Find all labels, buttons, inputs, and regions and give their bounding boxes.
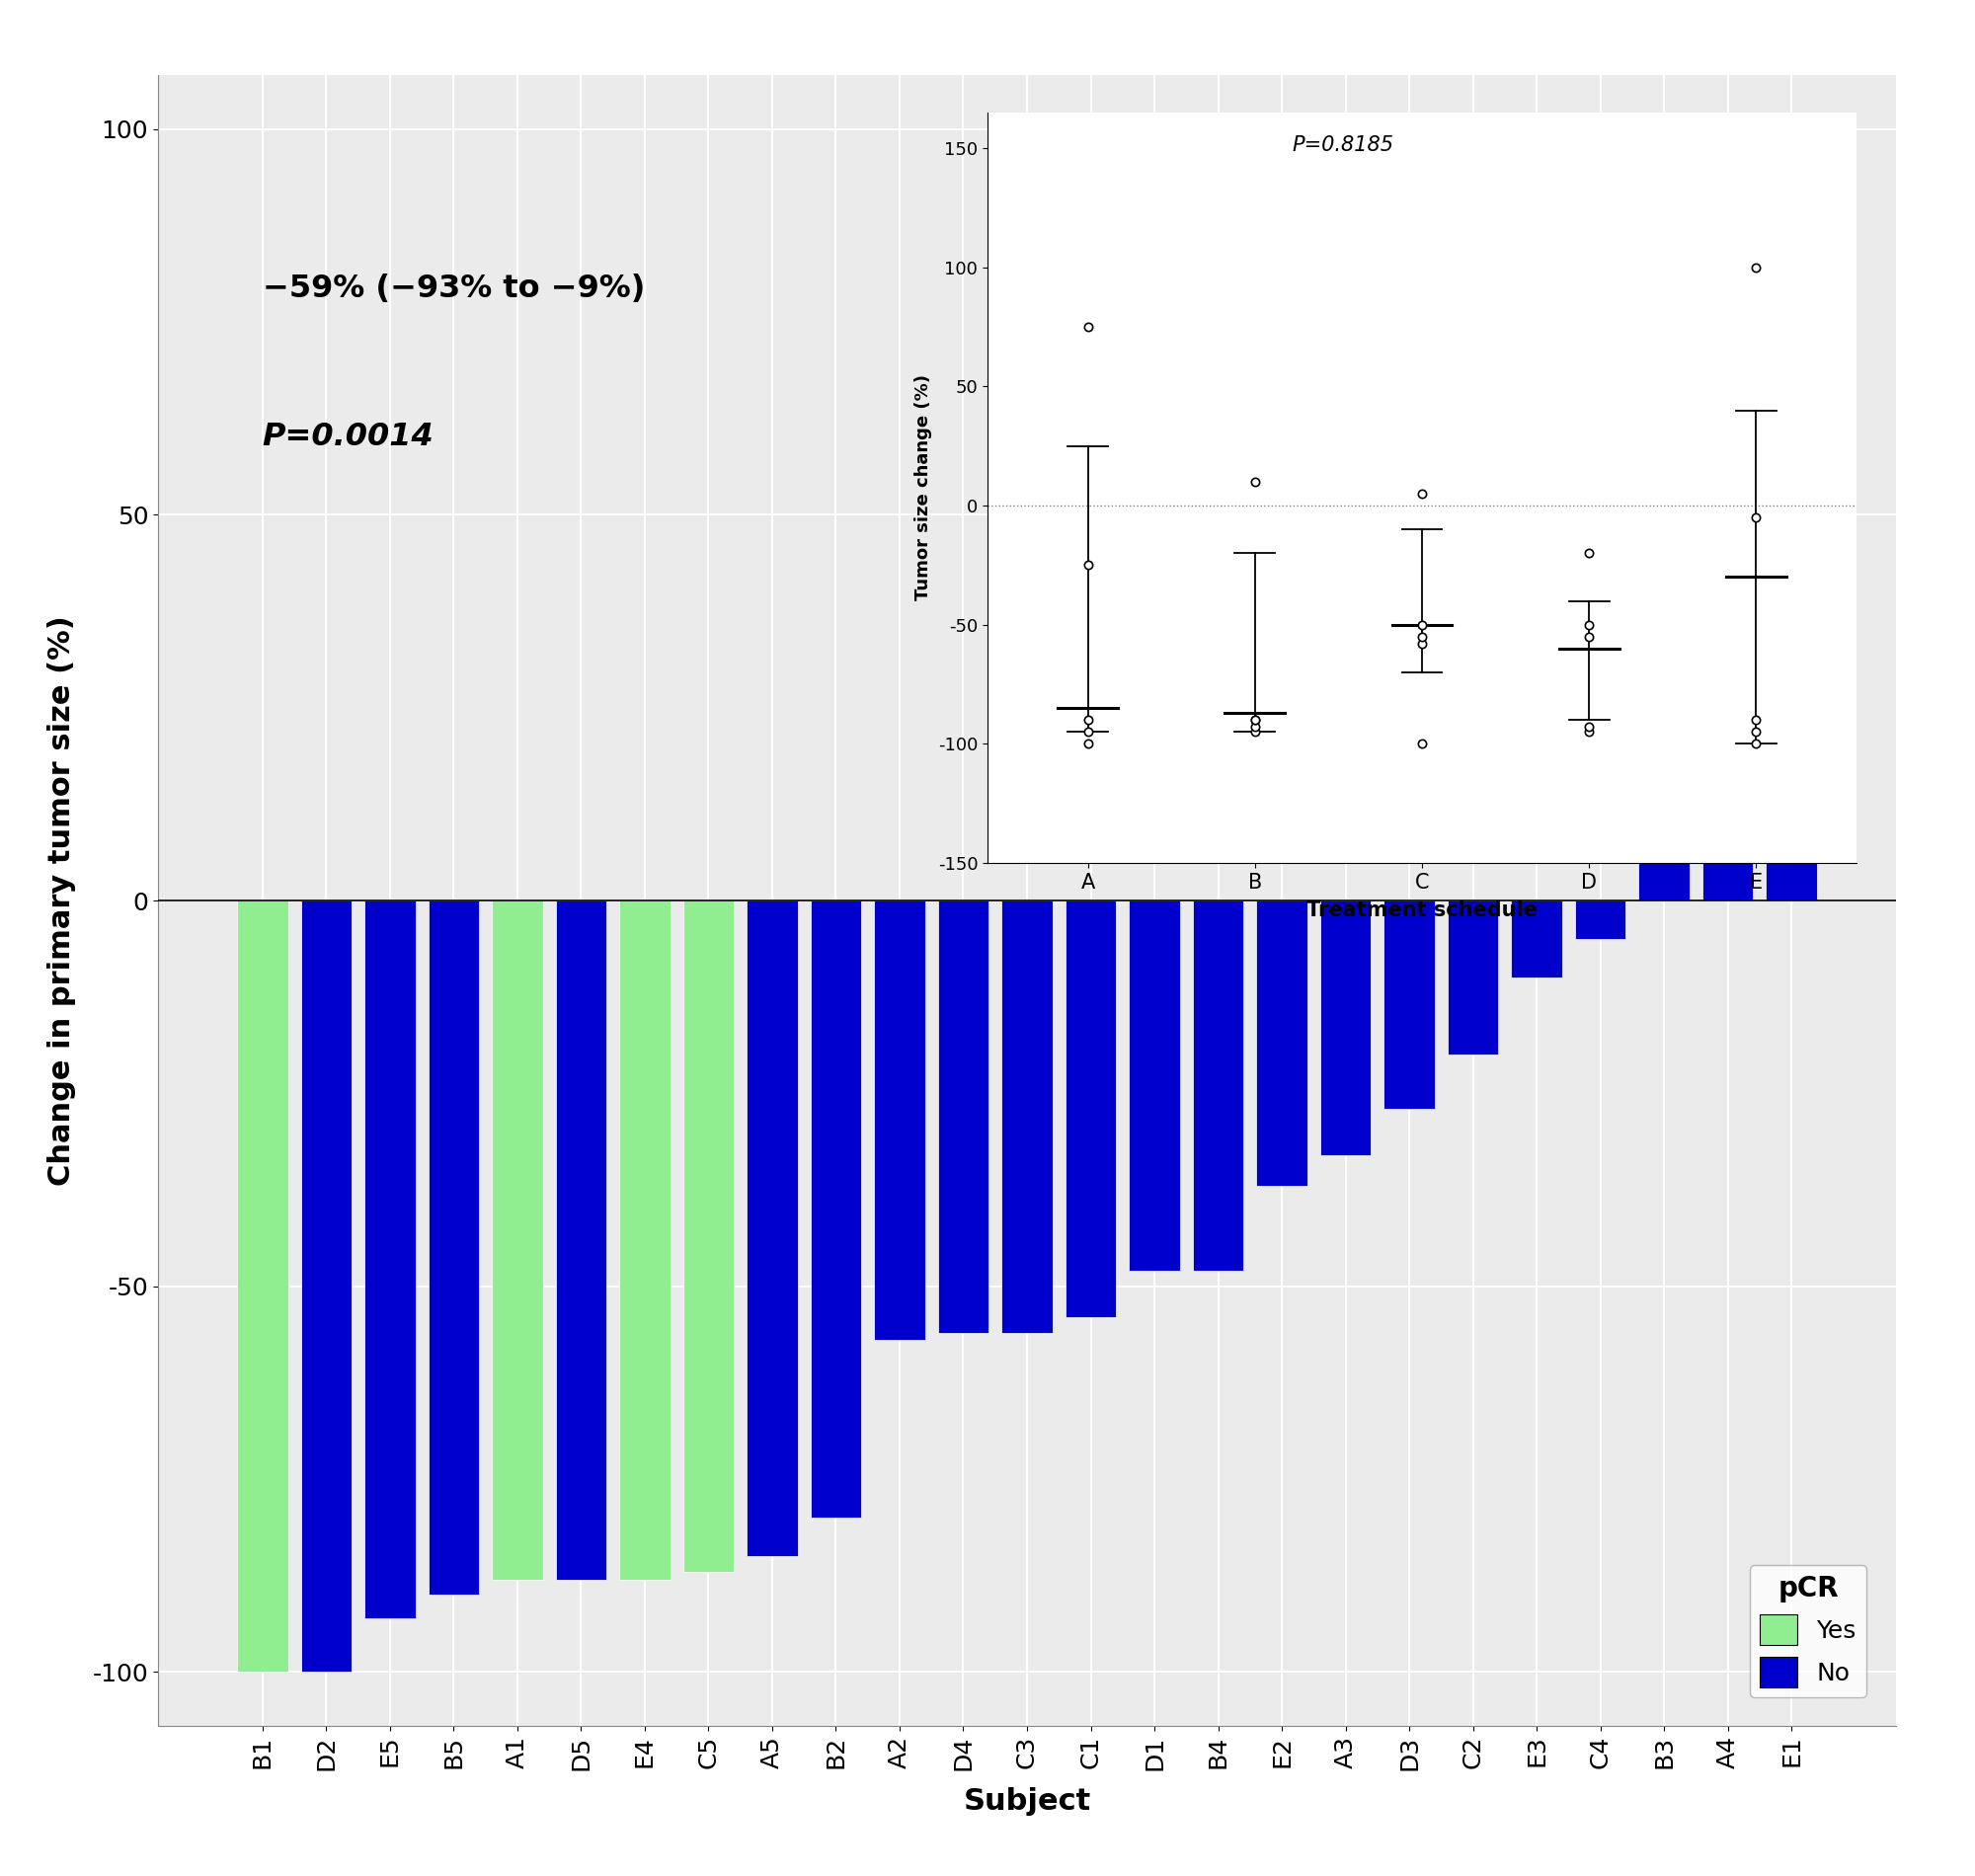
Bar [429, 900, 480, 1595]
Text: P=0.8185: P=0.8185 [1292, 135, 1394, 156]
X-axis label: Subject: Subject [964, 1788, 1090, 1816]
Bar [1639, 839, 1689, 900]
Bar [1384, 900, 1434, 1109]
Bar [1319, 900, 1371, 1156]
Bar [300, 900, 352, 1672]
Legend: Yes, No: Yes, No [1750, 1565, 1866, 1698]
Bar [237, 900, 288, 1672]
Bar [1702, 514, 1754, 900]
Bar [1448, 900, 1499, 1054]
Bar [683, 900, 735, 1572]
Y-axis label: Change in primary tumor size (%): Change in primary tumor size (%) [47, 615, 75, 1186]
Bar [1065, 900, 1116, 1317]
Y-axis label: Tumor size change (%): Tumor size change (%) [914, 375, 932, 600]
Bar [810, 900, 861, 1518]
Text: P=0.0014: P=0.0014 [263, 422, 434, 452]
Bar [1130, 900, 1179, 1270]
Bar [938, 900, 989, 1332]
Bar [620, 900, 670, 1580]
Bar [1256, 900, 1307, 1186]
Bar [492, 900, 543, 1580]
Bar [1193, 900, 1244, 1270]
Bar [747, 900, 798, 1557]
Bar [1574, 900, 1625, 940]
X-axis label: Treatment schedule: Treatment schedule [1307, 900, 1537, 921]
Bar [365, 900, 415, 1617]
Text: −59% (−93% to −9%): −59% (−93% to −9%) [263, 274, 644, 304]
Bar [1511, 900, 1562, 977]
Bar [555, 900, 606, 1580]
Bar [1001, 900, 1053, 1332]
Bar [875, 900, 924, 1339]
Bar [1766, 129, 1817, 900]
